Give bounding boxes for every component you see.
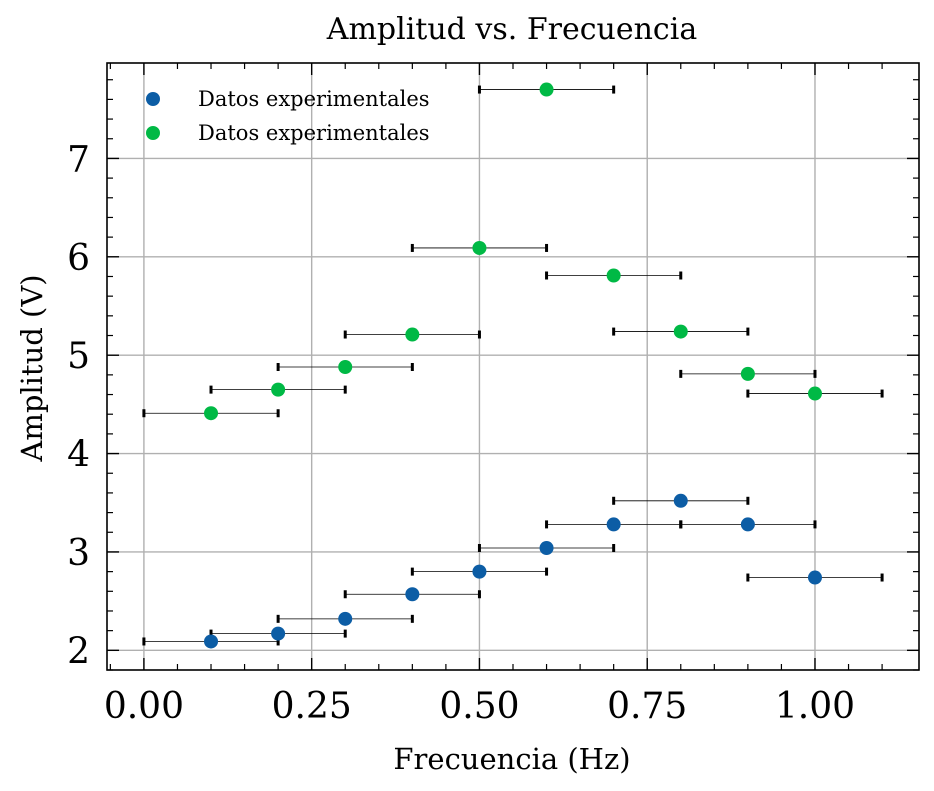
data-point-series-1 <box>405 587 420 602</box>
data-point-series-2 <box>539 82 554 97</box>
y-tick-label: 4 <box>67 435 90 476</box>
x-axis-label: Frecuencia (Hz) <box>393 742 630 776</box>
tick-labels: 0.00 0.25 0.50 0.75 1.00 2 3 4 5 6 7 <box>67 139 855 727</box>
data-point-series-2 <box>740 366 755 381</box>
data-point-series-1 <box>204 634 219 649</box>
data-point-series-1 <box>673 493 688 508</box>
legend-marker-series-2 <box>146 126 160 140</box>
data-point-series-2 <box>204 406 219 421</box>
data-point-series-2 <box>405 327 420 342</box>
data-point-series-1 <box>338 611 353 626</box>
x-tick-label: 0.00 <box>104 686 184 727</box>
x-tick-label: 0.75 <box>607 686 687 727</box>
data-point-series-2 <box>807 386 822 401</box>
y-tick-label: 6 <box>67 238 90 279</box>
data-point-series-1 <box>539 541 554 556</box>
data-point-series-2 <box>606 268 621 283</box>
y-axis-label: Amplitud (V) <box>15 274 49 462</box>
data-point-series-1 <box>472 564 487 579</box>
data-point-series-1 <box>271 626 286 641</box>
grid-lines <box>107 63 919 670</box>
y-tick-label: 7 <box>67 139 90 180</box>
data-point-series-2 <box>673 324 688 339</box>
y-tick-label: 3 <box>67 533 90 574</box>
axis-ticks <box>107 63 919 671</box>
x-tick-label: 1.00 <box>775 686 855 727</box>
data-point-series-1 <box>807 570 822 585</box>
chart-title: Amplitud vs. Frecuencia <box>326 12 698 47</box>
x-tick-label: 0.50 <box>439 686 519 727</box>
data-point-series-2 <box>338 359 353 374</box>
x-tick-label: 0.25 <box>272 686 352 727</box>
data-points <box>204 82 822 649</box>
y-tick-label: 5 <box>67 336 90 377</box>
legend-label-series-1: Datos experimentales <box>198 87 430 111</box>
legend-label-series-2: Datos experimentales <box>198 121 430 145</box>
plot-frame <box>106 62 920 671</box>
data-point-series-1 <box>606 517 621 532</box>
y-tick-label: 2 <box>67 631 90 672</box>
legend: Datos experimentales Datos experimentales <box>146 87 430 145</box>
data-point-series-1 <box>740 517 755 532</box>
legend-marker-series-1 <box>146 92 160 106</box>
data-point-series-2 <box>271 382 286 397</box>
error-bars <box>142 85 884 646</box>
data-point-series-2 <box>472 240 487 255</box>
